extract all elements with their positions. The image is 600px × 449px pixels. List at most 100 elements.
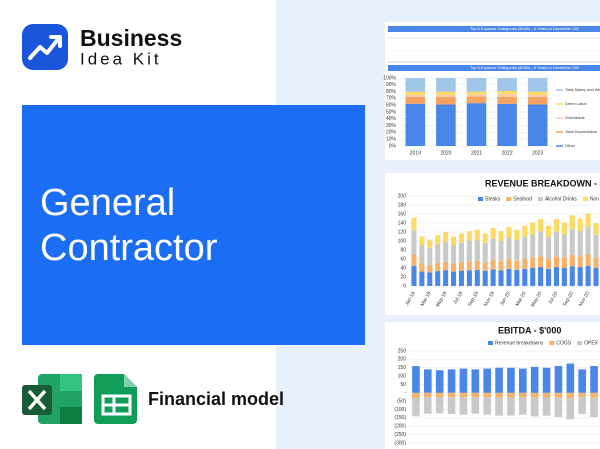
- bar-segment: [514, 229, 520, 241]
- y-tick-label: (200): [394, 424, 406, 430]
- bar-segment: [451, 236, 457, 246]
- bar-segment: [498, 231, 504, 241]
- y-tick-label: (50): [397, 399, 406, 405]
- legend-swatch: [506, 197, 512, 201]
- bar-segment: [424, 397, 432, 414]
- bar-segment: [459, 368, 468, 393]
- bar-segment: [498, 241, 504, 262]
- bar-segment: [427, 247, 433, 265]
- bar-segment: [530, 268, 536, 286]
- bar-segment: [435, 235, 441, 245]
- bar-segment: [482, 233, 488, 243]
- bar-segment: [522, 259, 528, 269]
- bar-segment: [553, 231, 559, 257]
- bar-segment: [471, 369, 480, 393]
- bar-segment: [471, 397, 480, 414]
- bar-segment: [495, 392, 503, 398]
- bar-segment: [474, 269, 480, 286]
- bar-segment: [474, 260, 480, 270]
- bar-segment: [497, 94, 517, 98]
- bar-segment: [561, 257, 567, 268]
- bar-segment: [593, 268, 599, 286]
- bar-segment: [482, 270, 488, 286]
- chart-title: Top 5 Expense Categories ($'000) - 5 Yea…: [470, 65, 580, 70]
- y-tick-label: 20%: [386, 130, 397, 136]
- bar-segment: [522, 268, 528, 286]
- legend-label: Overheads: [565, 115, 585, 120]
- bar-segment: [436, 95, 456, 98]
- legend-label: Direct Labor: [565, 101, 587, 106]
- bar-segment: [495, 397, 503, 416]
- bar-segment: [482, 242, 488, 263]
- bar-segment: [530, 397, 539, 417]
- bar-segment: [427, 239, 433, 248]
- y-tick-label: (150): [394, 415, 406, 421]
- bar-segment: [561, 234, 567, 258]
- chart: Top 5 Expense Categories ($'000) - 5 Yea…: [383, 65, 600, 156]
- bar-segment: [542, 367, 551, 393]
- bar-segment: [419, 271, 425, 286]
- bar-segment: [585, 254, 591, 266]
- bar-segment: [527, 97, 548, 105]
- y-tick-label: 200: [398, 357, 407, 363]
- bar-segment: [436, 78, 456, 92]
- bar-segment: [530, 366, 539, 393]
- bar-segment: [443, 241, 449, 262]
- y-tick-label: 80%: [386, 89, 397, 95]
- y-tick-label: (250): [394, 432, 406, 438]
- chart: EBITDA - $'000 (300) (250) (200) (150) (100) (…: [394, 325, 600, 446]
- legend-swatch: [488, 341, 493, 345]
- legend-label: Total Depreciation: [565, 129, 597, 134]
- bar-segment: [553, 218, 559, 232]
- bar-segment: [405, 91, 426, 95]
- y-tick-label: 120: [398, 229, 407, 235]
- bar-segment: [490, 269, 496, 286]
- bar-segment: [514, 240, 520, 261]
- legend-swatch: [582, 197, 588, 201]
- bar-segment: [578, 392, 586, 398]
- bar-segment: [527, 95, 548, 98]
- bar-segment: [507, 397, 515, 416]
- y-tick-label: 30%: [386, 123, 397, 129]
- y-tick-label: 200: [398, 193, 407, 199]
- bar-segment: [522, 225, 528, 237]
- bar-segment: [405, 103, 426, 146]
- product-label: Financial model: [148, 389, 284, 409]
- y-tick-label: 0: [403, 283, 406, 289]
- bar-segment: [419, 263, 425, 272]
- excel-icon: [22, 374, 82, 424]
- bar-segment: [424, 369, 432, 393]
- y-tick-label: 150: [398, 365, 407, 371]
- y-tick-label: 90%: [386, 82, 397, 88]
- bar-segment: [458, 262, 464, 271]
- y-tick-label: (100): [394, 407, 406, 413]
- y-tick-label: 0%: [389, 143, 397, 149]
- legend-label: Total Salary and Wag: [565, 87, 600, 92]
- bar-segment: [506, 227, 512, 238]
- bar-segment: [458, 233, 464, 243]
- bar-segment: [405, 78, 426, 92]
- bar-segment: [447, 392, 456, 398]
- bar-segment: [466, 96, 487, 104]
- y-tick-label: 160: [398, 211, 407, 217]
- bar-segment: [427, 272, 433, 286]
- y-tick-label: -: [404, 390, 406, 396]
- bar-segment: [436, 97, 456, 105]
- x-tick-label: 2020: [440, 150, 451, 156]
- bar-segment: [459, 397, 468, 415]
- bar-segment: [530, 222, 536, 235]
- bar-segment: [546, 225, 552, 237]
- bar-segment: [569, 254, 575, 267]
- bar-segment: [474, 229, 480, 241]
- bar-segment: [530, 257, 536, 268]
- y-tick-label: (300): [394, 440, 406, 446]
- bar-segment: [466, 78, 487, 92]
- bar-segment: [538, 231, 544, 257]
- bar-segment: [411, 254, 417, 266]
- banner: [22, 105, 365, 345]
- bar-segment: [435, 244, 441, 264]
- bar-segment: [506, 237, 512, 260]
- x-tick-label: 2019: [410, 150, 421, 156]
- bar-segment: [490, 259, 496, 270]
